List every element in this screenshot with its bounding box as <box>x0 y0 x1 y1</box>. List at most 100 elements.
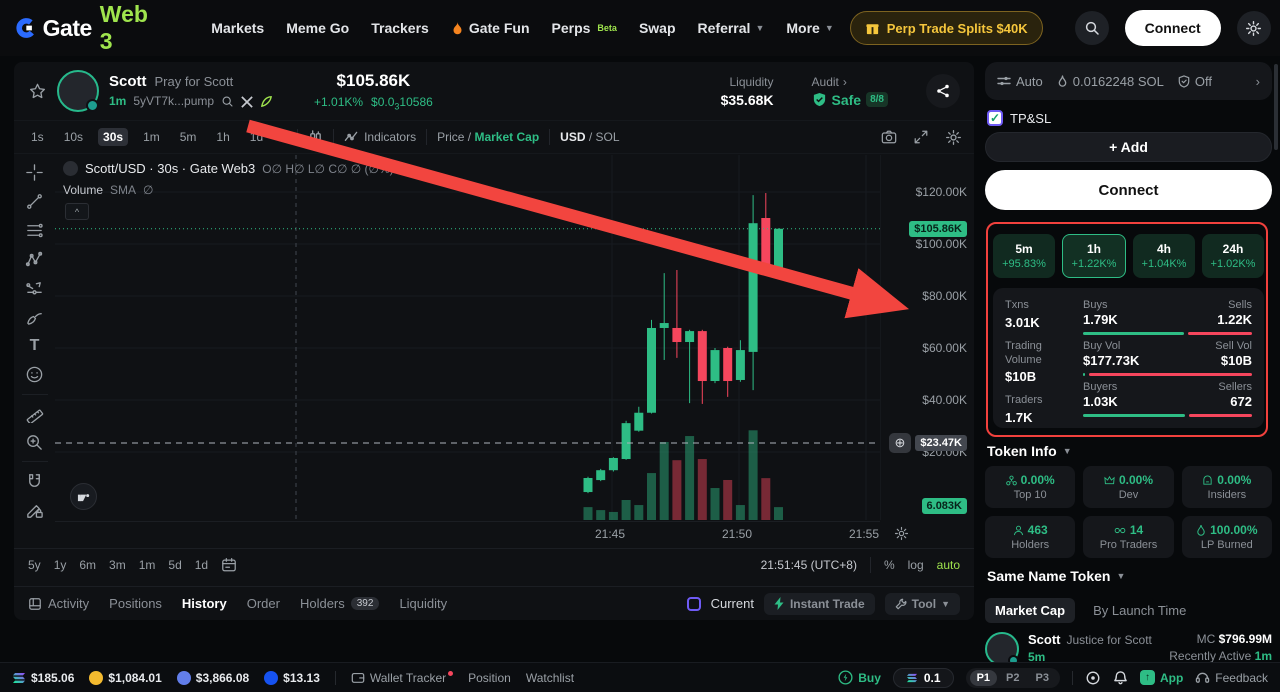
price-mode-toggle[interactable]: Price / Market Cap <box>437 130 540 144</box>
interval-30s[interactable]: 30s <box>98 128 129 146</box>
sol-price[interactable]: $185.06 <box>12 671 74 685</box>
same-name-token-header[interactable]: Same Name Token ▼ <box>987 568 1126 584</box>
current-checkbox[interactable] <box>686 596 701 611</box>
tab-history[interactable]: History <box>181 596 227 611</box>
token-info-top10[interactable]: 0.00% Top 10 <box>985 466 1076 508</box>
sidebar-scrollbar[interactable] <box>1274 64 1278 150</box>
lock-drawings-tool-icon[interactable] <box>22 500 48 520</box>
range-6m[interactable]: 6m <box>79 557 97 572</box>
crosshair-plus-icon[interactable]: ⊕ <box>889 433 911 453</box>
pattern-tool-icon[interactable] <box>22 250 48 270</box>
preset-p3[interactable]: P3 <box>1035 671 1049 684</box>
sort-market-cap[interactable]: Market Cap <box>985 598 1076 623</box>
perf-1h[interactable]: 1h +1.22K% <box>1062 234 1126 278</box>
interval-1d[interactable]: 1d <box>249 130 264 144</box>
forecast-tool-icon[interactable] <box>22 278 48 298</box>
measure-tool-icon[interactable] <box>22 404 48 424</box>
time-axis[interactable]: 21:45 21:50 21:55 <box>55 521 880 546</box>
token-address[interactable]: 5yVT7k...pump <box>133 94 215 109</box>
nav-item-trackers[interactable]: Trackers <box>371 20 429 36</box>
token-info-lp-burned[interactable]: 100.00% LP Burned <box>1181 516 1272 558</box>
search-icon[interactable] <box>221 95 234 108</box>
perp-trade-promo-pill[interactable]: Perp Trade Splits $40K <box>849 11 1043 45</box>
range-5y[interactable]: 5y <box>28 557 41 572</box>
app-link[interactable]: ↑ App <box>1139 670 1183 685</box>
nav-item-meme-go[interactable]: Meme Go <box>286 20 350 36</box>
brush-tool-icon[interactable] <box>22 307 48 327</box>
token-info-pro-traders[interactable]: 14 Pro Traders <box>1083 516 1174 558</box>
pump-feather-icon[interactable] <box>260 95 273 108</box>
snapshot-camera-icon[interactable] <box>881 129 897 145</box>
search-button[interactable] <box>1074 11 1109 45</box>
emoji-tool-icon[interactable] <box>22 365 48 385</box>
target-icon[interactable] <box>1085 670 1101 686</box>
token-info-header[interactable]: Token Info ▼ <box>987 443 1072 459</box>
trendline-tool-icon[interactable] <box>22 192 48 212</box>
share-button[interactable] <box>926 74 960 108</box>
magnet-tool-icon[interactable] <box>22 471 48 491</box>
crosshair-tool-icon[interactable] <box>22 163 48 183</box>
favorite-star-icon[interactable] <box>28 82 47 101</box>
order-settings-row[interactable]: Auto 0.0162248 SOL Off › <box>985 62 1272 100</box>
auto-scale-toggle[interactable]: auto <box>936 557 960 572</box>
nav-item-more[interactable]: More ▼ <box>786 20 834 36</box>
feedback-link[interactable]: Feedback <box>1195 671 1268 685</box>
tab-holders[interactable]: Holders 392 <box>300 596 380 611</box>
tool-button[interactable]: Tool ▼ <box>884 592 960 615</box>
interval-1h[interactable]: 1h <box>216 130 230 144</box>
x-twitter-icon[interactable] <box>241 96 253 108</box>
clock-label[interactable]: 21:51:45 (UTC+8) <box>760 557 857 572</box>
same-name-token-row[interactable]: Scott Justice for Scott 5m MC $796.99M R… <box>985 632 1272 666</box>
tpsl-checkbox[interactable]: ✓ <box>987 110 1003 126</box>
log-scale-toggle[interactable]: log <box>907 557 924 572</box>
bnb-price[interactable]: $1,084.01 <box>89 670 162 685</box>
range-1d[interactable]: 1d <box>194 557 209 572</box>
tab-liquidity[interactable]: Liquidity <box>399 596 448 611</box>
tab-activity[interactable]: Activity <box>28 596 89 611</box>
perf-5m[interactable]: 5m +95.83% <box>993 234 1055 278</box>
fullscreen-icon[interactable] <box>913 129 929 145</box>
eth-price[interactable]: $3,866.08 <box>176 670 249 685</box>
wallet-tracker-link[interactable]: Wallet Tracker <box>351 671 454 685</box>
percent-scale-toggle[interactable]: % <box>883 557 895 572</box>
gate-logo[interactable]: Gate Web 3 <box>16 1 153 55</box>
bell-icon[interactable] <box>1113 670 1128 686</box>
currency-toggle[interactable]: USD / SOL <box>560 130 620 144</box>
audit-block[interactable]: Audit › Safe 8/8 <box>812 75 888 108</box>
range-5d[interactable]: 5d <box>168 557 182 572</box>
nav-item-perps[interactable]: Perps Beta <box>551 20 617 36</box>
instant-trade-button[interactable]: Instant Trade <box>763 592 875 615</box>
token-info-holders[interactable]: 463 Holders <box>985 516 1076 558</box>
interval-1m[interactable]: 1m <box>143 130 160 144</box>
preset-p2[interactable]: P2 <box>1006 671 1020 684</box>
connect-wallet-button[interactable]: Connect <box>1124 10 1221 46</box>
nav-item-markets[interactable]: Markets <box>211 20 265 36</box>
quick-buy-amount[interactable]: 0.1 <box>892 667 954 688</box>
text-tool-icon[interactable]: T <box>29 337 40 355</box>
nav-item-referral[interactable]: Referral ▼ <box>697 20 765 36</box>
token-info-insiders[interactable]: 0.00% Insiders <box>1181 466 1272 508</box>
alt-price[interactable]: $13.13 <box>264 670 320 685</box>
position-link[interactable]: Position <box>468 670 511 685</box>
interval-5m[interactable]: 5m <box>179 130 197 144</box>
interval-10s[interactable]: 10s <box>63 130 84 144</box>
settings-button[interactable] <box>1236 11 1271 45</box>
pane-collapse-button[interactable]: ^ <box>65 203 89 220</box>
price-axis[interactable]: $120.00K $100.00K $80.00K $60.00K $40.00… <box>880 155 974 520</box>
add-tpsl-button[interactable]: + Add <box>985 132 1272 162</box>
interval-1s[interactable]: 1s <box>31 130 44 144</box>
pane-settings-gear-icon[interactable] <box>894 526 909 541</box>
range-1m[interactable]: 1m <box>138 557 156 572</box>
range-1y[interactable]: 1y <box>53 557 67 572</box>
fib-lines-tool-icon[interactable] <box>22 221 48 241</box>
token-info-dev[interactable]: 0.00% Dev <box>1083 466 1174 508</box>
calendar-icon[interactable] <box>221 557 237 573</box>
sidebar-connect-button[interactable]: Connect <box>985 170 1272 210</box>
tpsl-row[interactable]: ✓ TP&SL <box>987 110 1051 126</box>
perf-4h[interactable]: 4h +1.04K% <box>1133 234 1195 278</box>
sort-by-launch-time[interactable]: By Launch Time <box>1093 603 1187 618</box>
quick-buy-toggle[interactable]: Buy <box>838 670 881 685</box>
tradingview-logo[interactable] <box>70 483 97 510</box>
preset-p1[interactable]: P1 <box>969 669 998 686</box>
chart-settings-gear-icon[interactable] <box>945 129 962 146</box>
